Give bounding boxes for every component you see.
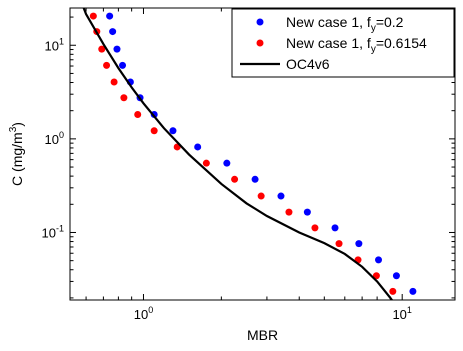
plot-area [82,8,453,337]
data-point-series-2 [425,330,432,337]
data-point-series-2 [98,45,106,53]
data-point-series-2 [120,94,128,102]
data-point-series-1 [303,208,311,216]
legend-swatch-dot [256,18,264,26]
data-point-series-1 [113,45,121,53]
y-axis-label-superscript: 3 [8,126,19,132]
data-point-series-2 [150,127,158,135]
data-point-series-1 [375,256,383,264]
data-point-series-2 [202,159,210,167]
data-point-series-2 [134,111,142,119]
series-line-oc4v6 [82,8,394,300]
data-point-series-1 [223,159,231,167]
data-point-series-2 [418,321,425,328]
data-point-series-2 [311,224,319,232]
data-point-series-1 [355,240,363,248]
data-point-series-2 [257,192,265,200]
y-axis-label-end: ) [9,122,25,127]
data-point-series-2 [231,175,239,183]
data-point-series-2 [285,208,293,216]
x-tick-label: 100 [134,305,153,322]
data-point-series-1 [392,272,400,280]
data-point-series-2 [335,240,343,248]
data-point-series-1 [439,321,446,328]
legend-swatch-dot [256,39,264,47]
data-point-series-1 [169,127,177,135]
plot-frame [69,7,456,301]
legend-box [231,8,455,78]
data-point-series-1 [419,303,426,310]
data-point-series-1 [109,28,117,36]
data-point-series-1 [119,61,127,69]
data-point-series-1 [194,143,202,151]
data-point-series-2 [89,12,97,20]
x-tick-label: 101 [392,305,411,322]
legend-entry-label: OC4v6 [286,56,330,72]
y-axis-label: C (mg/m3) [8,122,25,186]
y-tick-label: 10-1 [42,223,64,240]
data-point-series-1 [277,192,285,200]
data-point-series-1 [409,287,417,295]
data-point-series-2 [110,78,118,86]
x-axis-label: MBR [247,327,278,343]
legend-entry-label: New case 1, fy=0.6154 [286,35,427,55]
data-point-series-2 [103,61,111,69]
y-tick-label: 100 [45,130,64,147]
data-point-series-1 [251,175,259,183]
data-point-series-1 [106,12,114,20]
data-point-series-2 [389,287,397,295]
y-tick-label: 101 [45,36,64,53]
legend-entry-label: New case 1, fy=0.2 [286,14,404,34]
data-point-series-1 [331,224,339,232]
y-axis-label-base: C (mg/m [9,132,25,186]
data-point-series-1 [446,330,453,337]
